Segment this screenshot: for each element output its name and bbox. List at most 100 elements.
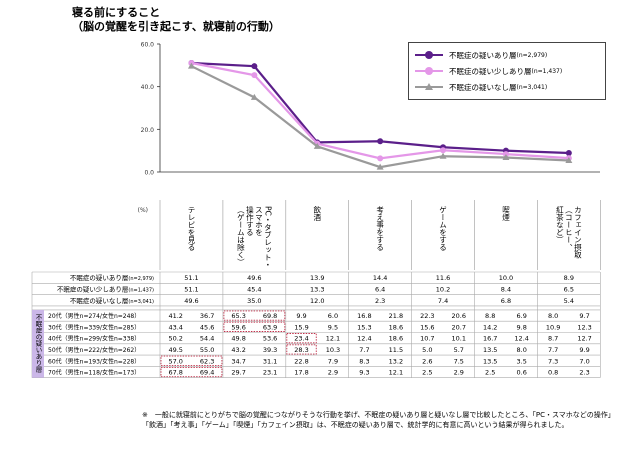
summary-cell: 6.5 [564, 285, 574, 293]
age-cell: 13.2 [389, 357, 403, 365]
age-cell: 5.0 [422, 346, 432, 354]
y-tick-label: 40.0 [141, 84, 155, 91]
age-cell: 69.4 [200, 369, 214, 377]
legend-swatch [415, 83, 443, 90]
summary-row-n: (n=2,979) [128, 276, 154, 282]
legend-series-n: (n=3,041) [516, 83, 548, 91]
side-label-bg [32, 309, 44, 378]
age-cell: 7.7 [548, 346, 558, 354]
y-tick-label: 20.0 [141, 127, 155, 134]
summary-cell: 51.1 [184, 274, 198, 282]
age-row-label: 60代（男性n=193/女性n=228） [48, 357, 140, 365]
category-label: 操作する [245, 205, 254, 237]
summary-row-label: 不眠症の疑いなし層(n=3,041) [70, 296, 154, 305]
age-cell: 23.4 [294, 335, 308, 343]
legend-series-n: (n=2,979) [516, 51, 548, 59]
data-point [439, 152, 447, 159]
age-cell: 11.5 [389, 346, 403, 354]
data-point [251, 72, 258, 79]
data-point [502, 153, 510, 160]
legend-series-name: 不眠症の疑い少しあり層 [449, 66, 532, 76]
age-cell: 8.7 [548, 335, 558, 343]
age-cell: 16.8 [357, 312, 371, 320]
summary-cell: 8.4 [501, 285, 511, 293]
age-cell: 41.2 [168, 312, 182, 320]
age-cell: 9.3 [359, 369, 369, 377]
age-cell: 13.5 [483, 346, 497, 354]
summary-cell: 51.1 [184, 285, 198, 293]
age-cell: 50.2 [168, 335, 182, 343]
category-label: 喫煙 [501, 205, 510, 223]
summary-cell: 5.4 [564, 297, 574, 305]
y-tick-label: 0.0 [144, 170, 154, 177]
age-cell: 15.6 [420, 323, 434, 331]
age-cell: 21.8 [389, 312, 403, 320]
legend-series-name: 不眠症の疑いあり層 [449, 50, 517, 60]
highlight-box [160, 366, 223, 378]
age-row-label: 50代（男性n=222/女性n=262） [48, 346, 140, 354]
legend-item: 不眠症の疑いなし層 (n=3,041) [415, 81, 547, 93]
category-label: 飲酒 [313, 205, 322, 223]
age-cell: 69.8 [263, 312, 277, 320]
age-cell: 9.8 [517, 323, 527, 331]
age-cell: 36.7 [200, 312, 214, 320]
age-cell: 0.6 [517, 369, 527, 377]
age-cell: 39.3 [263, 346, 277, 354]
summary-cell: 6.8 [501, 297, 511, 305]
summary-cell: 45.4 [247, 285, 261, 293]
age-cell: 2.6 [422, 357, 432, 365]
age-cell: 12.7 [577, 335, 591, 343]
age-cell: 29.7 [231, 369, 245, 377]
summary-cell: 13.9 [310, 274, 324, 282]
age-cell: 20.7 [452, 323, 466, 331]
category-label: （ゲームは除く） [236, 206, 245, 266]
summary-row-n: (n=3,041) [128, 299, 154, 305]
data-point [250, 93, 258, 100]
age-cell: 12.1 [389, 369, 403, 377]
summary-row-label: 不眠症の疑い少しあり層(n=1,437) [57, 284, 154, 293]
age-cell: 10.1 [452, 335, 466, 343]
highlight-box [160, 355, 223, 366]
age-cell: 18.6 [389, 323, 403, 331]
age-cell: 15.3 [357, 323, 371, 331]
age-cell: 12.3 [577, 323, 591, 331]
summary-cell: 12.0 [310, 297, 324, 305]
legend-series-n: (n=1,437) [531, 67, 563, 75]
summary-cell: 10.2 [436, 285, 450, 293]
age-cell: 8.0 [517, 346, 527, 354]
legend-item: 不眠症の疑い少しあり層 (n=1,437) [415, 65, 562, 77]
legend-swatch [415, 67, 443, 75]
summary-cell: 10.0 [499, 274, 513, 282]
age-cell: 34.7 [231, 357, 245, 365]
age-cell: 59.6 [231, 323, 245, 331]
summary-cell: 8.9 [564, 274, 574, 282]
summary-row-n: (n=1,437) [128, 287, 154, 293]
age-cell: 8.0 [548, 312, 558, 320]
data-point [313, 142, 321, 149]
category-label: 考え事をする [375, 206, 384, 252]
age-cell: 16.7 [483, 335, 497, 343]
age-cell: 54.4 [200, 335, 214, 343]
age-cell: 49.5 [168, 346, 182, 354]
age-cell: 9.7 [579, 312, 589, 320]
category-label: PC・タブレット・ [263, 206, 272, 268]
age-cell: 9.5 [328, 323, 338, 331]
summary-cell: 2.3 [375, 297, 385, 305]
age-cell: 9.9 [296, 312, 306, 320]
chart-title-line1: 寝る前にすること [72, 6, 161, 19]
data-point [377, 138, 384, 145]
y-tick-label: 60.0 [141, 42, 155, 49]
age-cell: 17.8 [294, 369, 308, 377]
age-cell: 23.1 [263, 369, 277, 377]
age-row-label: 30代（男性n=339/女性n=285） [48, 323, 140, 331]
highlight-box [223, 310, 286, 321]
age-cell: 3.5 [517, 357, 527, 365]
data-point [187, 62, 195, 69]
age-cell: 14.2 [483, 323, 497, 331]
category-label: カフェイン摂取 [573, 206, 582, 260]
age-row-label: 40代（男性n=299/女性n=338） [48, 335, 140, 343]
age-cell: 7.3 [548, 357, 558, 365]
data-point [565, 150, 572, 157]
age-cell: 63.9 [263, 323, 277, 331]
